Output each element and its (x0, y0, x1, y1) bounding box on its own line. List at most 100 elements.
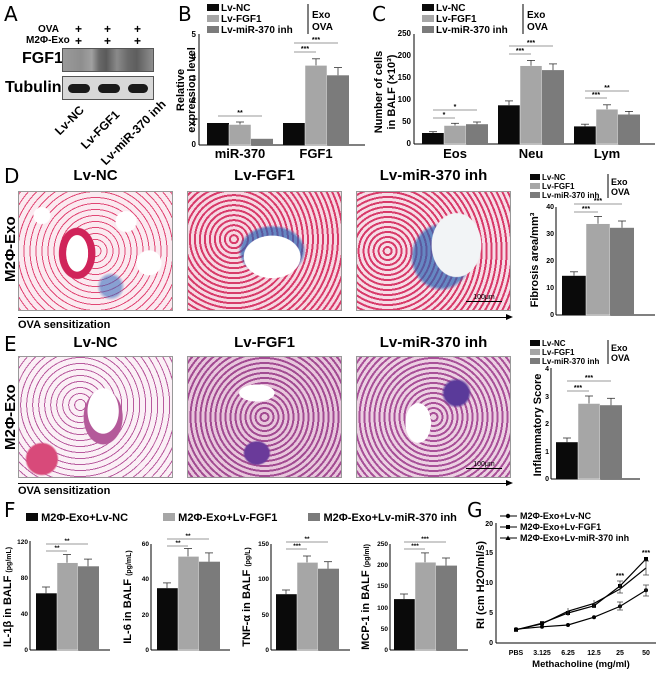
svg-text:Inflammatory Score: Inflammatory Score (532, 374, 544, 477)
svg-text:0: 0 (265, 647, 269, 654)
svg-text:2: 2 (545, 421, 549, 428)
chart-inflammatory: Lv-NC Lv-FGF1 Lv-miR-370 inh Exo OVA 0 1 2… (530, 339, 640, 483)
svg-text:20: 20 (485, 521, 493, 528)
svg-text:Lv-miR-370 inh: Lv-miR-370 inh (542, 191, 599, 200)
svg-text:miR-370: miR-370 (215, 146, 266, 160)
mark: + (75, 34, 83, 48)
histo-title: Lv-FGF1 (234, 334, 295, 351)
legend-item: M2Φ-Exo+Lv-miR-370 inh (323, 512, 457, 524)
svg-text:20: 20 (546, 258, 554, 265)
svg-text:Lym: Lym (594, 146, 620, 160)
svg-text:Lv-miR-370 inh: Lv-miR-370 inh (221, 25, 293, 36)
chart-f-cytokines: 0 40 80 120 IL-1β in BALF (pg/mL) ** ** 0 20 4… (2, 533, 468, 654)
svg-text:TNF-α in BALF (pg/L): TNF-α in BALF (pg/L) (241, 547, 253, 647)
svg-text:***: *** (585, 375, 593, 382)
svg-text:Number of cells: Number of cells (373, 51, 385, 134)
svg-text:Lv-NC: Lv-NC (542, 173, 566, 182)
legend-item: M2Φ-Exo+Lv-NC (41, 512, 129, 524)
legend-swatch (308, 513, 321, 521)
svg-text:Relative: Relative (175, 69, 187, 111)
ova-arrow (18, 317, 510, 318)
svg-text:30: 30 (546, 231, 554, 238)
svg-text:***: *** (312, 37, 320, 44)
svg-text:12.5: 12.5 (587, 650, 601, 657)
series-nc (515, 589, 647, 630)
svg-text:**: ** (175, 540, 181, 547)
svg-text:Lv-FGF1: Lv-FGF1 (542, 182, 575, 191)
chart-mcp1: 0 50 100 150 200 250 MCP-1 in BALF (pg/ml) **… (360, 536, 468, 654)
svg-text:FGF1: FGF1 (299, 146, 332, 160)
blot-label-tubulin: Tubulin (5, 79, 62, 96)
panel-letter-e: E (4, 332, 17, 356)
legend-item: M2Φ-Exo+Lv-FGF1 (178, 512, 278, 524)
svg-text:6.25: 6.25 (561, 650, 575, 657)
svg-text:2: 2 (192, 96, 197, 105)
chart-il1b: 0 40 80 120 IL-1β in BALF (pg/mL) ** ** (2, 538, 110, 654)
svg-text:10: 10 (485, 580, 493, 587)
lane-label: Lv-NC (52, 103, 87, 138)
svg-text:150: 150 (398, 73, 412, 82)
ova-arrow (18, 483, 510, 484)
svg-text:**: ** (54, 545, 60, 552)
chart-g-resistance: M2Φ-Exo+Lv-NC M2Φ-Exo+Lv-FGF1 M2Φ-Exo+Lv… (475, 511, 656, 670)
legend: M2Φ-Exo+Lv-NC M2Φ-Exo+Lv-FGF1 M2Φ-Exo+Lv… (500, 511, 629, 543)
svg-text:IL-6 in BALF (pg/mL): IL-6 in BALF (pg/mL) (122, 550, 134, 644)
svg-text:120: 120 (17, 539, 28, 546)
svg-text:in BALF (×10³): in BALF (×10³) (386, 54, 398, 129)
blot-label-fgf1: FGF1 (22, 50, 63, 67)
svg-text:Lv-FGF1: Lv-FGF1 (221, 14, 262, 25)
svg-text:Lv-FGF1: Lv-FGF1 (436, 14, 477, 25)
mark: + (75, 22, 83, 36)
svg-text:**: ** (604, 85, 610, 92)
chart-il6: 0 20 40 60 IL-6 in BALF (pg/mL) ** ** (122, 533, 230, 654)
svg-text:40: 40 (546, 204, 554, 211)
svg-text:***: *** (592, 92, 600, 99)
svg-text:Lv-NC: Lv-NC (436, 3, 465, 14)
scale-bar: 100μm (466, 294, 502, 302)
svg-text:0: 0 (192, 140, 197, 149)
svg-text:100: 100 (398, 95, 412, 104)
svg-text:Lv-FGF1: Lv-FGF1 (542, 348, 575, 357)
ova-sensitization-label: OVA sensitization (18, 319, 111, 331)
svg-text:15: 15 (485, 550, 493, 557)
svg-text:100: 100 (258, 576, 269, 583)
svg-text:Lv-miR-370 inh: Lv-miR-370 inh (542, 357, 599, 366)
svg-text:0: 0 (384, 647, 388, 654)
svg-text:50: 50 (402, 117, 411, 126)
svg-text:***: *** (301, 46, 309, 53)
svg-text:Exo: Exo (611, 177, 628, 187)
mark: + (134, 34, 142, 48)
svg-text:150: 150 (377, 583, 388, 590)
svg-text:60: 60 (142, 541, 150, 548)
significance-markers: ******** (237, 37, 320, 117)
svg-text:10: 10 (546, 285, 554, 292)
row-label-ova: OVA (38, 24, 59, 35)
histology-image-masson-fgf1 (187, 191, 342, 311)
mark: + (104, 34, 112, 48)
panel-letter-g: G (467, 498, 483, 522)
svg-text:1: 1 (545, 449, 549, 456)
svg-text:50: 50 (262, 612, 270, 619)
side-label: M2Φ-Exo (2, 384, 19, 450)
series-inh (515, 567, 647, 631)
western-blot-panel: OVA M2Φ-Exo + + + + + + FGF1 Tubulin Lv-… (0, 20, 175, 168)
svg-text:100: 100 (377, 605, 388, 612)
svg-text:***: *** (582, 206, 590, 213)
svg-text:20: 20 (142, 612, 150, 619)
svg-text:200: 200 (377, 562, 388, 569)
mark: + (134, 22, 142, 36)
svg-text:*: * (443, 112, 446, 119)
svg-text:***: *** (411, 543, 419, 550)
legend: Lv-NC Lv-FGF1 Lv-miR-370 inh Exo OVA (207, 3, 333, 36)
svg-text:5: 5 (192, 30, 197, 39)
svg-text:OVA: OVA (611, 353, 630, 363)
svg-text:Exo: Exo (611, 343, 628, 353)
svg-text:0: 0 (550, 312, 554, 319)
histo-title: Lv-miR-370 inh (379, 167, 488, 184)
svg-text:4: 4 (545, 366, 549, 373)
svg-text:OVA: OVA (312, 22, 333, 33)
svg-text:MCP-1 in BALF (pg/ml): MCP-1 in BALF (pg/ml) (360, 544, 372, 650)
svg-text:Methacholine (mg/ml): Methacholine (mg/ml) (532, 659, 630, 670)
histo-title: Lv-NC (73, 167, 118, 184)
histo-title: Lv-FGF1 (234, 167, 295, 184)
